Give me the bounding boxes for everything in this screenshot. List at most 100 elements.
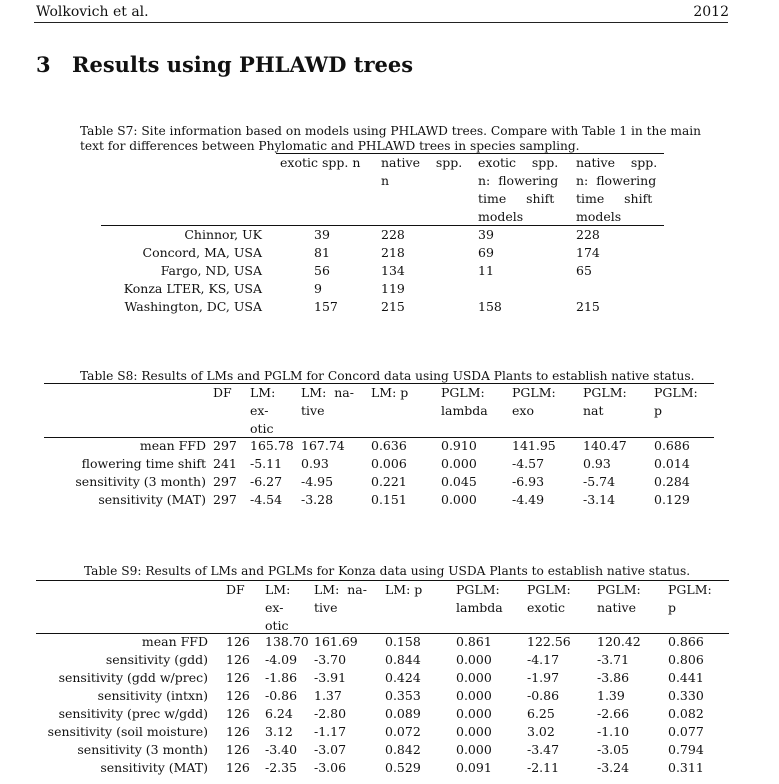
table-cell: -0.86 [527, 688, 560, 703]
column-header: PGLM: [441, 385, 485, 400]
table-cell: -2.66 [597, 706, 630, 721]
table-cell: 3.12 [265, 724, 293, 739]
column-header: DF [213, 385, 232, 400]
table-cell: 0.861 [456, 634, 492, 649]
table-cell: -1.86 [265, 670, 298, 685]
column-header: otic [250, 421, 274, 436]
table-cell: -3.28 [301, 492, 334, 507]
column-header: exotic spp. n [280, 155, 361, 170]
table-row-label: sensitivity (intxn) [97, 688, 208, 703]
column-header: LM: p [385, 582, 423, 597]
table-cell: 0.151 [371, 492, 407, 507]
table-cell: 0.072 [385, 724, 421, 739]
table-cell: 9 [314, 281, 322, 296]
column-header: LM: [265, 582, 291, 597]
table-cell: -4.17 [527, 652, 560, 667]
table-row-label: sensitivity (MAT) [100, 760, 208, 775]
table-row-label: Konza LTER, KS, USA [123, 281, 262, 296]
table-cell: -4.57 [512, 456, 545, 471]
table-cell: -3.24 [597, 760, 630, 775]
table-s9-caption: Table S9: Results of LMs and PGLMs for K… [84, 564, 691, 578]
table-cell: 6.24 [265, 706, 293, 721]
table-header-rule [101, 225, 664, 226]
column-header: p [654, 403, 663, 418]
table-row-label: Fargo, ND, USA [160, 263, 262, 278]
table-row-label: mean FFD [141, 634, 208, 649]
table-cell: -1.10 [597, 724, 630, 739]
column-header: n: flowering [576, 173, 657, 188]
table-cell: -2.80 [314, 706, 347, 721]
table-row-label: sensitivity (prec w/gdd) [58, 706, 208, 721]
table-cell: 134 [381, 263, 405, 278]
table-cell: -4.09 [265, 652, 298, 667]
table-row-label: Washington, DC, USA [124, 299, 263, 314]
table-cell: 69 [478, 245, 494, 260]
table-row-label: Concord, MA, USA [142, 245, 263, 260]
table-row-label: sensitivity (soil moisture) [47, 724, 208, 739]
column-header: ex- [265, 600, 284, 615]
table-cell: 126 [226, 634, 250, 649]
table-cell: 158 [478, 299, 502, 314]
table-cell: 0.353 [385, 688, 421, 703]
column-header: exotic [527, 600, 565, 615]
column-header: exotic spp. [478, 155, 559, 170]
table-cell: 81 [314, 245, 330, 260]
table-cell: 297 [213, 474, 237, 489]
column-header: DF [226, 582, 245, 597]
table-cell: 228 [381, 227, 405, 242]
table-cell: 119 [381, 281, 405, 296]
table-cell: -2.11 [527, 760, 560, 775]
table-cell: -3.86 [597, 670, 630, 685]
table-cell: 0.077 [668, 724, 704, 739]
column-header: PGLM: [668, 582, 712, 597]
table-cell: -6.93 [512, 474, 545, 489]
table-cell: -3.70 [314, 652, 347, 667]
table-cell: 126 [226, 652, 250, 667]
table-cell: 0.045 [441, 474, 477, 489]
table-cell: 241 [213, 456, 237, 471]
header-rule [34, 22, 728, 23]
column-header: LM: p [371, 385, 409, 400]
column-header: n: flowering [478, 173, 559, 188]
table-row-label: sensitivity (3 month) [77, 742, 208, 757]
column-header: PGLM: [456, 582, 500, 597]
column-header: native [597, 600, 636, 615]
table-cell: 39 [478, 227, 494, 242]
table-row-label: sensitivity (MAT) [98, 492, 206, 507]
table-cell: 297 [213, 492, 237, 507]
column-header: time shift [478, 191, 555, 206]
table-cell: 141.95 [512, 438, 556, 453]
table-cell: -1.97 [527, 670, 560, 685]
table-cell: 0.93 [301, 456, 329, 471]
table-cell: -3.14 [583, 492, 616, 507]
table-cell: 1.37 [314, 688, 342, 703]
table-cell: 0.089 [385, 706, 421, 721]
table-header-rule [36, 633, 729, 634]
table-row-label: sensitivity (3 month) [75, 474, 206, 489]
table-cell: 0.794 [668, 742, 704, 757]
table-top-rule [44, 383, 714, 384]
column-header: p [668, 600, 677, 615]
column-header: PGLM: [527, 582, 571, 597]
table-cell: 138.70 [265, 634, 309, 649]
table-cell: 0.441 [668, 670, 704, 685]
table-cell: 0.311 [668, 760, 704, 775]
table-cell: -4.54 [250, 492, 283, 507]
table-cell: 120.42 [597, 634, 641, 649]
table-s8-caption: Table S8: Results of LMs and PGLM for Co… [80, 369, 695, 383]
table-cell: 1.39 [597, 688, 625, 703]
table-cell: 215 [381, 299, 405, 314]
column-header: PGLM: [583, 385, 627, 400]
column-header: lambda [456, 600, 503, 615]
table-cell: 0.000 [456, 670, 492, 685]
table-cell: 228 [576, 227, 600, 242]
table-s7-caption-line2: text for differences between Phylomatic … [80, 139, 580, 153]
table-row-label: Chinnor, UK [184, 227, 262, 242]
column-header: models [478, 209, 524, 224]
column-header: native spp. [576, 155, 658, 170]
table-row-label: mean FFD [139, 438, 206, 453]
table-cell: 0.000 [456, 652, 492, 667]
table-cell: 218 [381, 245, 405, 260]
column-header: PGLM: [597, 582, 641, 597]
table-cell: 0.158 [385, 634, 421, 649]
